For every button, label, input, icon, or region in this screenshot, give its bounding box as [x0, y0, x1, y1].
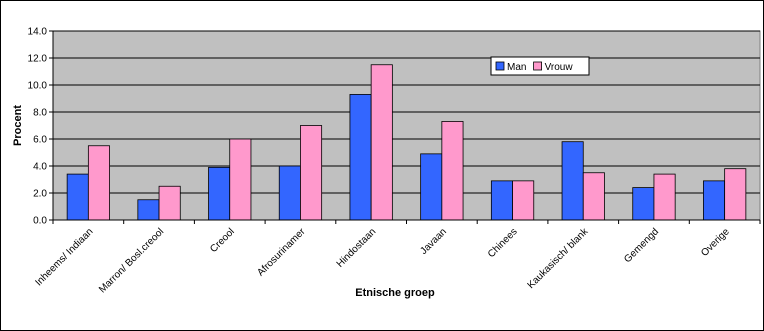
y-tick-label: 2.0: [33, 189, 47, 200]
y-tick-label: 6.0: [33, 135, 47, 146]
legend: Man Vrouw: [490, 56, 590, 76]
y-tick-label: 0.0: [33, 216, 47, 227]
bar-vrouw: [582, 172, 605, 221]
bar-man: [490, 180, 513, 221]
legend-label-man: Man: [507, 62, 526, 73]
y-tick-label: 14.0: [28, 27, 48, 38]
bars: [66, 64, 747, 221]
bar-vrouw: [512, 180, 535, 221]
bar-man: [137, 199, 160, 221]
bar-man: [632, 187, 655, 221]
bar-man: [561, 141, 584, 221]
x-axis-title: Etnische groep: [355, 287, 435, 299]
bar-vrouw: [229, 138, 252, 221]
bar-man: [208, 166, 231, 221]
bar-man: [349, 94, 372, 221]
legend-swatch-man: [495, 61, 505, 71]
legend-swatch-vrouw: [533, 61, 542, 71]
y-axis-title: Procent: [12, 105, 24, 146]
bar-man: [278, 165, 301, 221]
bar-vrouw: [300, 125, 323, 221]
gridlines: [53, 30, 760, 194]
axes: [49, 30, 761, 224]
y-tick-label: 4.0: [33, 162, 47, 173]
y-tick-labels: 0.0 2.0 4.0 6.0 8.0 10.0 12.0 14.0: [28, 27, 48, 227]
y-tick-label: 10.0: [28, 81, 48, 92]
bar-man: [420, 153, 443, 221]
legend-label-vrouw: Vrouw: [545, 62, 574, 73]
bar-vrouw: [370, 64, 393, 221]
y-tick-label: 8.0: [33, 108, 47, 119]
bar-man: [703, 180, 726, 221]
bar-vrouw: [441, 121, 464, 221]
bar-vrouw: [158, 185, 181, 221]
bar-man: [66, 173, 89, 221]
bar-vrouw: [87, 145, 110, 221]
bar-vrouw: [653, 173, 676, 221]
y-tick-label: 12.0: [28, 54, 48, 65]
bar-vrouw: [724, 168, 747, 221]
